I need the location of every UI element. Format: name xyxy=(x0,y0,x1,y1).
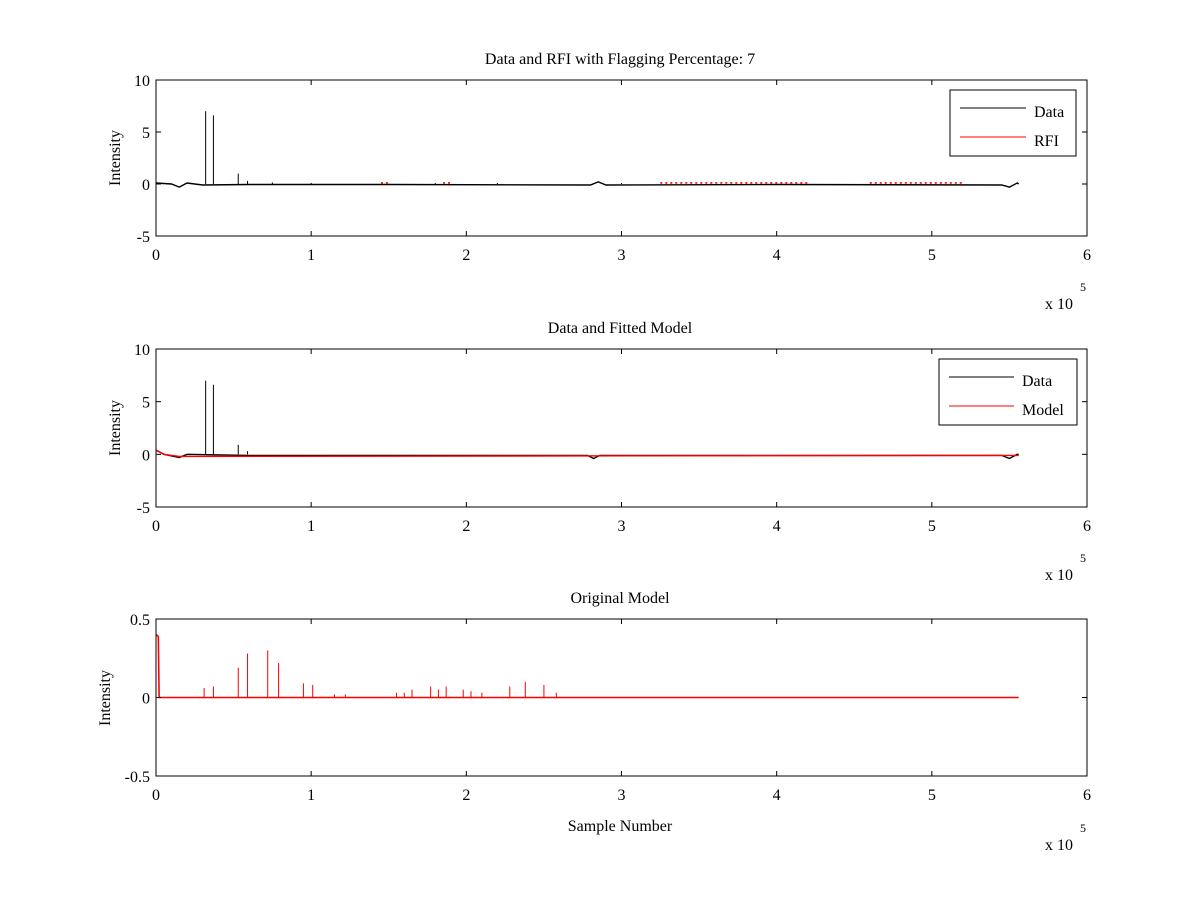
plot-3-xtick-label: 0 xyxy=(152,787,160,804)
plot-panel-3: Original Model Intensity Sample Number x… xyxy=(97,590,1091,854)
plot-1-ytick-label: 5 xyxy=(142,125,150,142)
plot-1-ytick-label: 0 xyxy=(142,177,150,194)
plot-3-xtick-label: 1 xyxy=(307,787,315,804)
plot-2-legend: Data Model xyxy=(938,358,1078,426)
plot-2-series-group xyxy=(155,380,1019,460)
plot-2-ylabel: Intensity xyxy=(107,400,124,456)
plot-panel-2: Data and Fitted Model Intensity x 10 5 D… xyxy=(107,320,1091,584)
plot-2-xtick-label: 1 xyxy=(307,518,315,535)
plot-1-legend-label-data: Data xyxy=(1034,104,1064,121)
plot-3-xtick-label: 2 xyxy=(462,787,470,804)
plot-3-xlabel: Sample Number xyxy=(568,818,673,835)
plot-3-title: Original Model xyxy=(570,590,670,607)
plot-1-x-multiplier-base: x 10 xyxy=(1045,296,1073,313)
plot-2-title: Data and Fitted Model xyxy=(548,320,693,337)
plot-1-xtick-label: 4 xyxy=(773,247,781,264)
plot-1-xtick-label: 3 xyxy=(618,247,626,264)
plot-2-x-multiplier: x 10 xyxy=(1045,567,1073,584)
plot-2-legend-label-data: Data xyxy=(1022,373,1052,390)
plot-3-x-multiplier: x 10 xyxy=(1045,837,1073,854)
plot-2-xtick-label: 3 xyxy=(618,518,626,535)
plot-1-ytick-label: 10 xyxy=(134,73,150,90)
plot-3-x-multiplier-exponent: 5 xyxy=(1080,821,1086,835)
plot-3-ytick-label: -0.5 xyxy=(125,769,150,786)
plot-1-legend-label-rfi: RFI xyxy=(1034,133,1059,150)
plot-1-xtick-label: 2 xyxy=(462,247,470,264)
plot-3-ytick-label: 0 xyxy=(142,691,150,708)
plot-2-xtick-label: 0 xyxy=(152,518,160,535)
plot-2-ytick-label: -5 xyxy=(137,500,150,517)
plot-1-xtick-label: 1 xyxy=(307,247,315,264)
plot-2-ytick-label: 5 xyxy=(142,395,150,412)
plot-1-xtick-label: 5 xyxy=(928,247,936,264)
plot-1-title: Data and RFI with Flagging Percentage: 7 xyxy=(485,51,755,68)
plot-2-ytick-label: 10 xyxy=(134,342,150,359)
plot-1-series-group xyxy=(155,111,1020,188)
plot-1-series-data-line xyxy=(155,181,1020,188)
plot-2-xtick-label: 5 xyxy=(928,518,936,535)
plot-3-ylabel: Intensity xyxy=(97,670,114,726)
plot-1-legend: Data RFI xyxy=(949,89,1077,157)
plot-3-xtick-label: 6 xyxy=(1083,787,1091,804)
plot-2-x-multiplier-exponent: 5 xyxy=(1080,551,1086,565)
plot-3-xtick-label: 3 xyxy=(618,787,626,804)
plot-2-xtick-label: 6 xyxy=(1083,518,1091,535)
plot-2-x-multiplier-base: x 10 xyxy=(1045,567,1073,584)
plot-1-legend-box xyxy=(949,89,1077,157)
plot-3-xtick-label: 5 xyxy=(928,787,936,804)
plot-2-xtick-label: 4 xyxy=(773,518,781,535)
plot-1-x-multiplier: x 10 xyxy=(1045,296,1073,313)
plot-2-xtick-label: 2 xyxy=(462,518,470,535)
plot-1-x-multiplier-exponent: 5 xyxy=(1080,280,1086,294)
plot-3-series-group xyxy=(155,634,1019,699)
plot-3-series-line-0-line xyxy=(155,634,1019,699)
plot-1-xtick-label: 6 xyxy=(1083,247,1091,264)
plot-3-ytick-label: 0.5 xyxy=(130,612,150,629)
plot-2-series-model-line xyxy=(155,449,1019,458)
plot-2-ytick-label: 0 xyxy=(142,447,150,464)
plot-3-x-multiplier-base: x 10 xyxy=(1045,837,1073,854)
plot-2-series-data-line xyxy=(155,449,1019,460)
plot-panel-1: Data and RFI with Flagging Percentage: 7… xyxy=(107,51,1091,313)
plot-1-ytick-label: -5 xyxy=(137,229,150,246)
plot-2-legend-label-model: Model xyxy=(1022,402,1064,419)
plot-1-ylabel: Intensity xyxy=(107,130,124,186)
plot-1-xtick-label: 0 xyxy=(152,247,160,264)
plot-2-legend-box xyxy=(938,358,1078,426)
plot-3-xtick-label: 4 xyxy=(773,787,781,804)
